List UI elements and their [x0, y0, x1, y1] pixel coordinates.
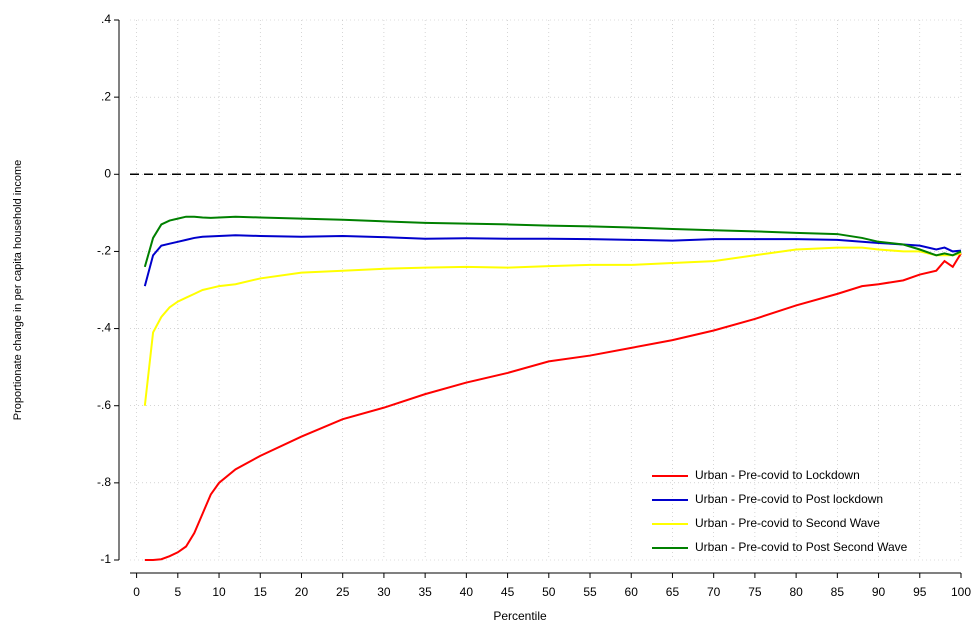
- x-tick-label: 75: [748, 585, 762, 599]
- line: [143, 234, 962, 287]
- line: [143, 215, 962, 268]
- y-tick-label: -.2: [97, 244, 111, 258]
- x-tick-label: 0: [133, 585, 140, 599]
- y-tick-label: 0: [104, 166, 111, 180]
- x-tick-label: 45: [501, 585, 515, 599]
- x-tick-label: 25: [336, 585, 350, 599]
- line: [144, 252, 962, 561]
- y-tick-label: -1: [100, 552, 111, 566]
- x-tick-label: 65: [666, 585, 680, 599]
- x-tick-label: 80: [789, 585, 803, 599]
- x-tick-label: 5: [174, 585, 181, 599]
- legend-label: Urban - Pre-covid to Post Second Wave: [695, 540, 908, 554]
- y-tick-label: -.4: [97, 321, 111, 335]
- x-tick-label: 40: [460, 585, 474, 599]
- x-tick-label: 20: [295, 585, 309, 599]
- x-tick-label: 55: [583, 585, 597, 599]
- y-axis-label: Proportionate change in per capita house…: [12, 160, 24, 421]
- x-tick-label: 35: [418, 585, 432, 599]
- x-tick-label: 70: [707, 585, 721, 599]
- x-tick-label: 50: [542, 585, 556, 599]
- y-tick-label: .2: [101, 89, 111, 103]
- y-tick-label: -.6: [97, 398, 111, 412]
- x-tick-label: 90: [872, 585, 886, 599]
- x-tick-label: 30: [377, 585, 391, 599]
- x-tick-label: 95: [913, 585, 927, 599]
- line: [143, 246, 962, 406]
- x-tick-label: 10: [212, 585, 226, 599]
- y-tick-label: -.8: [97, 475, 111, 489]
- legend-label: Urban - Pre-covid to Lockdown: [695, 468, 860, 482]
- x-tick-label: 100: [951, 585, 971, 599]
- y-tick-label: .4: [101, 12, 111, 26]
- legend-label: Urban - Pre-covid to Post lockdown: [695, 492, 883, 506]
- legend-label: Urban - Pre-covid to Second Wave: [695, 516, 880, 530]
- x-axis-label: Percentile: [493, 609, 547, 623]
- x-tick-label: 85: [831, 585, 845, 599]
- x-tick-label: 60: [625, 585, 639, 599]
- x-tick-label: 15: [254, 585, 268, 599]
